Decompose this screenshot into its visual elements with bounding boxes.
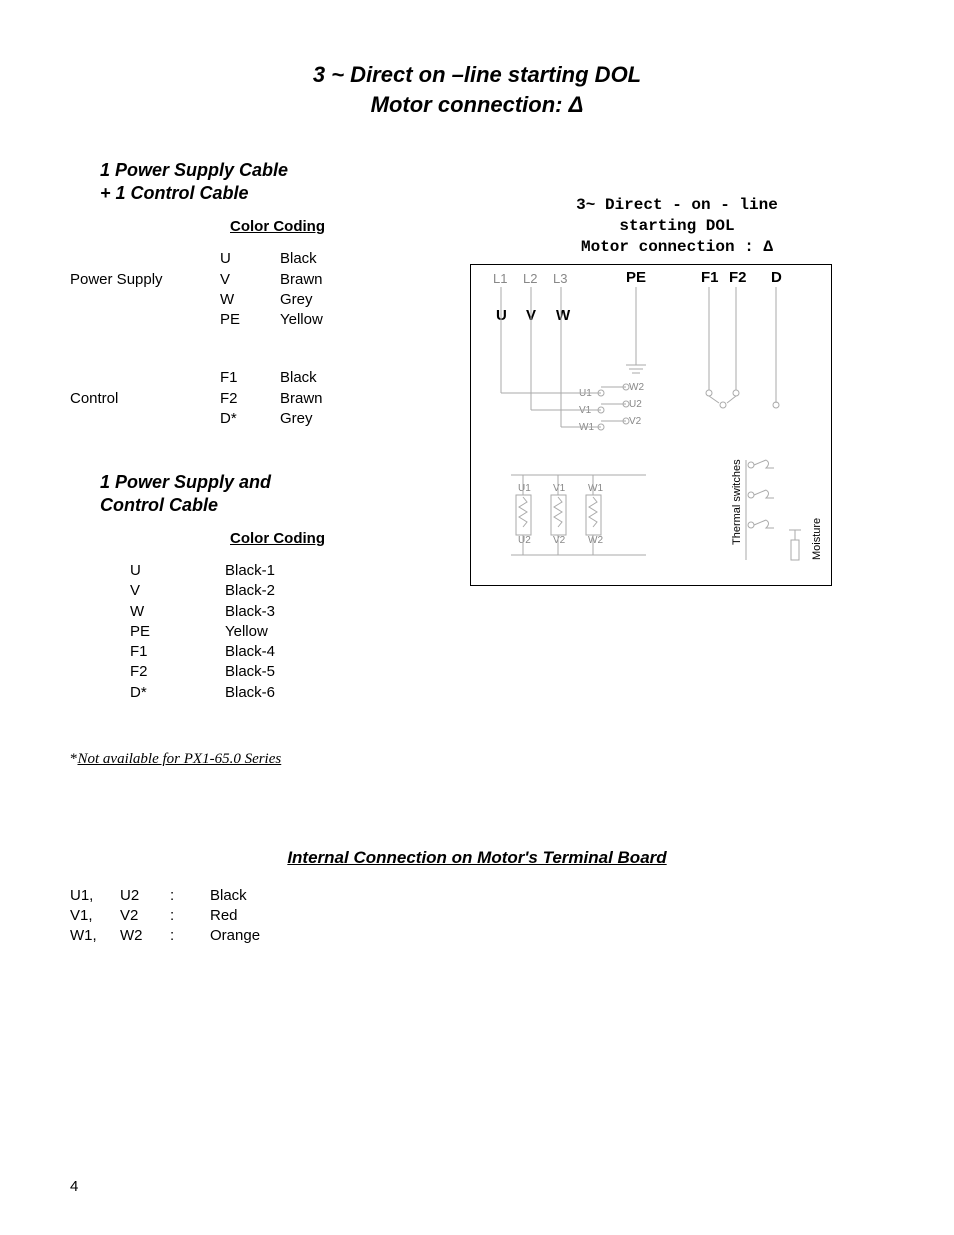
main-title: 3 ~ Direct on –line starting DOL Motor c… <box>70 60 884 119</box>
blank <box>70 290 220 310</box>
comb-color-6: Black-6 <box>225 683 275 703</box>
comb-color-2: Black-3 <box>225 602 275 622</box>
wiring-diagram: L1 L2 L3 PE F1 F2 D U V W U1 W2 V1 U2 W1… <box>470 264 832 586</box>
ctrl-color-1: Brawn <box>280 389 323 409</box>
content-columns: 1 Power Supply Cable + 1 Control Cable C… <box>70 159 884 721</box>
comb-code-5: F2 <box>130 662 190 682</box>
section1-l1: 1 Power Supply Cable <box>100 160 288 180</box>
ctrl-code-2: D* <box>220 409 280 429</box>
ps-label: Power Supply <box>70 270 220 290</box>
comb-color-0: Black-1 <box>225 561 275 581</box>
tr0-s: : <box>170 886 210 906</box>
color-coding-label-1: Color Coding <box>230 218 450 235</box>
dt-l1: 3~ Direct - on - line <box>576 196 778 214</box>
terminal-board-table: U1, U2 : Black V1, V2 : Red W1, W2 : Ora… <box>70 886 884 947</box>
tr1-s: : <box>170 906 210 926</box>
comb-color-1: Black-2 <box>225 581 275 601</box>
section2-l2: Control Cable <box>100 495 218 515</box>
comb-code-4: F1 <box>130 642 190 662</box>
footnote-text: Not available for PX1-65.0 Series <box>78 751 282 767</box>
comb-color-4: Black-4 <box>225 642 275 662</box>
ps-code-1: V <box>220 270 280 290</box>
ps-color-2: Grey <box>280 290 313 310</box>
section2-l1: 1 Power Supply and <box>100 472 271 492</box>
comb-code-0: U <box>130 561 190 581</box>
comb-color-5: Black-5 <box>225 662 275 682</box>
diagram-svg <box>471 265 831 585</box>
ctrl-code-0: F1 <box>220 368 280 388</box>
power-supply-table: U Black Power Supply V Brawn W Grey PE Y… <box>70 249 450 330</box>
diagram-title: 3~ Direct - on - line starting DOL Motor… <box>470 195 884 257</box>
internal-connection-title: Internal Connection on Motor's Terminal … <box>70 848 884 868</box>
ps-color-3: Yellow <box>280 310 323 330</box>
section1-l2: + 1 Control Cable <box>100 183 249 203</box>
ctrl-color-0: Black <box>280 368 317 388</box>
tr1-b: V2 <box>120 906 170 926</box>
dt-l2: starting DOL <box>619 217 734 235</box>
color-coding-label-2: Color Coding <box>230 530 450 547</box>
control-table: F1 Black Control F2 Brawn D* Grey <box>70 368 450 429</box>
comb-color-3: Yellow <box>225 622 268 642</box>
combined-table: U Black-1 V Black-2 W Black-3 PE Yellow F1 Bl… <box>130 561 450 703</box>
comb-code-6: D* <box>130 683 190 703</box>
blank <box>70 409 220 429</box>
tr2-b: W2 <box>120 926 170 946</box>
tr2-s: : <box>170 926 210 946</box>
comb-code-2: W <box>130 602 190 622</box>
page-number: 4 <box>70 1178 78 1195</box>
tr2-c: Orange <box>210 926 260 946</box>
ps-color-0: Black <box>280 249 317 269</box>
comb-code-1: V <box>130 581 190 601</box>
footnote: *Not available for PX1-65.0 Series <box>70 751 884 768</box>
left-column: 1 Power Supply Cable + 1 Control Cable C… <box>70 159 450 721</box>
ps-code-3: PE <box>220 310 280 330</box>
right-column: 3~ Direct - on - line starting DOL Motor… <box>450 159 884 585</box>
section2-title: 1 Power Supply and Control Cable <box>100 471 450 516</box>
footnote-star: * <box>70 751 78 767</box>
tr1-c: Red <box>210 906 238 926</box>
ps-code-0: U <box>220 249 280 269</box>
blank <box>70 310 220 330</box>
tr2-a: W1, <box>70 926 120 946</box>
ps-color-1: Brawn <box>280 270 323 290</box>
tr1-a: V1, <box>70 906 120 926</box>
blank <box>70 368 220 388</box>
section1-title: 1 Power Supply Cable + 1 Control Cable <box>100 159 450 204</box>
dt-l3: Motor connection : Δ <box>581 238 773 256</box>
main-title-l1: 3 ~ Direct on –line starting DOL <box>313 62 641 87</box>
tr0-c: Black <box>210 886 247 906</box>
tr0-b: U2 <box>120 886 170 906</box>
tr0-a: U1, <box>70 886 120 906</box>
ps-code-2: W <box>220 290 280 310</box>
blank <box>70 249 220 269</box>
comb-code-3: PE <box>130 622 190 642</box>
ctrl-code-1: F2 <box>220 389 280 409</box>
ctrl-color-2: Grey <box>280 409 313 429</box>
ctrl-label: Control <box>70 389 220 409</box>
main-title-l2: Motor connection: Δ <box>371 92 584 117</box>
